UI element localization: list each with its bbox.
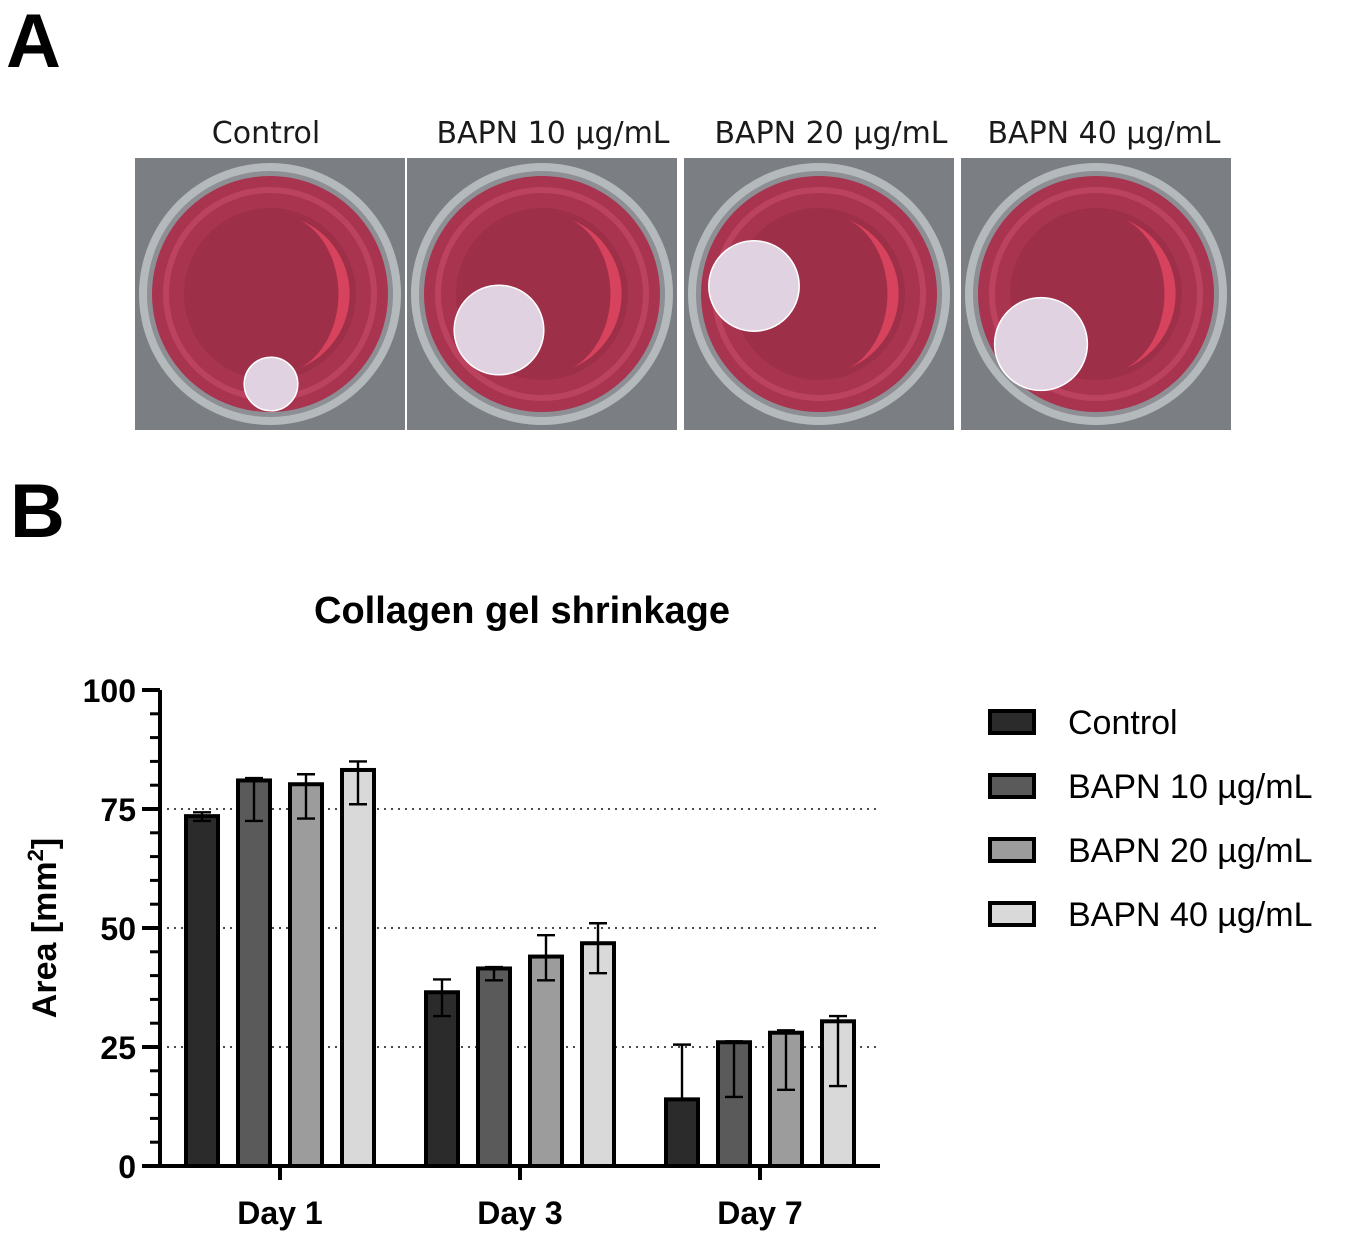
legend-swatch [988,837,1036,863]
light-reflection [572,220,622,368]
light-reflection [300,220,350,368]
legend-label: Control [1068,704,1178,742]
legend-swatch [988,773,1036,799]
y-axis-label-main: Area [mm [26,861,64,1018]
y-tick-label: 100 [83,673,136,709]
light-reflection [849,220,899,368]
collagen-gel [708,240,800,332]
well-label-control: Control [211,116,321,151]
chart-title: Collagen gel shrinkage [314,590,730,632]
meniscus-ring [435,187,649,401]
bar [288,782,324,1168]
meniscus-ring [989,187,1203,401]
bar [664,1097,700,1168]
well-bottom [184,208,356,380]
x-tick-label: Day 3 [477,1195,562,1231]
collagen-gel [453,284,545,376]
panel-a-letter: A [6,0,61,84]
legend-label: BAPN 10 µg/mL [1068,768,1312,806]
bar [424,990,460,1169]
legend-label: BAPN 20 µg/mL [1068,832,1312,870]
well-label-bapn20: BAPN 20 µg/mL [714,116,948,151]
gridlines [160,808,880,1048]
y-axis-label-sup: 2 [23,849,48,861]
collagen-gel [993,296,1089,392]
y-axis-label-end: ] [26,838,64,849]
x-tick-label: Day 7 [717,1195,802,1231]
y-axis-label: Area [mm2] [23,838,64,1018]
legend-swatch [988,709,1036,735]
y-tick-label: 75 [100,792,136,828]
well-photo-bapn10 [407,158,677,430]
y-tick-label: 0 [118,1149,136,1185]
legend-label: BAPN 40 µg/mL [1068,896,1312,934]
bar [580,941,616,1168]
bar [184,814,220,1168]
well-photo-control [135,158,405,430]
well-photo-bapn20 [684,158,954,430]
x-tick-label: Day 1 [237,1195,322,1231]
bar [476,966,512,1169]
y-tick-label: 50 [100,911,136,947]
bars [184,760,856,1169]
collagen-gel [243,356,299,412]
panel-b-letter: B [10,469,65,554]
well-label-bapn10: BAPN 10 µg/mL [436,116,670,151]
legend-swatch [988,901,1036,927]
legend: Control BAPN 10 µg/mL BAPN 20 µg/mL BAPN 40… [988,704,1312,934]
bar [528,954,564,1168]
well-label-bapn40: BAPN 40 µg/mL [987,116,1221,151]
axes: Day 1 Day 3 Day 7 0 25 50 75 100 [83,673,880,1231]
bar [236,778,272,1168]
well-photo-bapn40 [961,158,1231,430]
y-tick-label: 25 [100,1030,136,1066]
bar [340,767,376,1169]
light-reflection [1126,220,1176,368]
